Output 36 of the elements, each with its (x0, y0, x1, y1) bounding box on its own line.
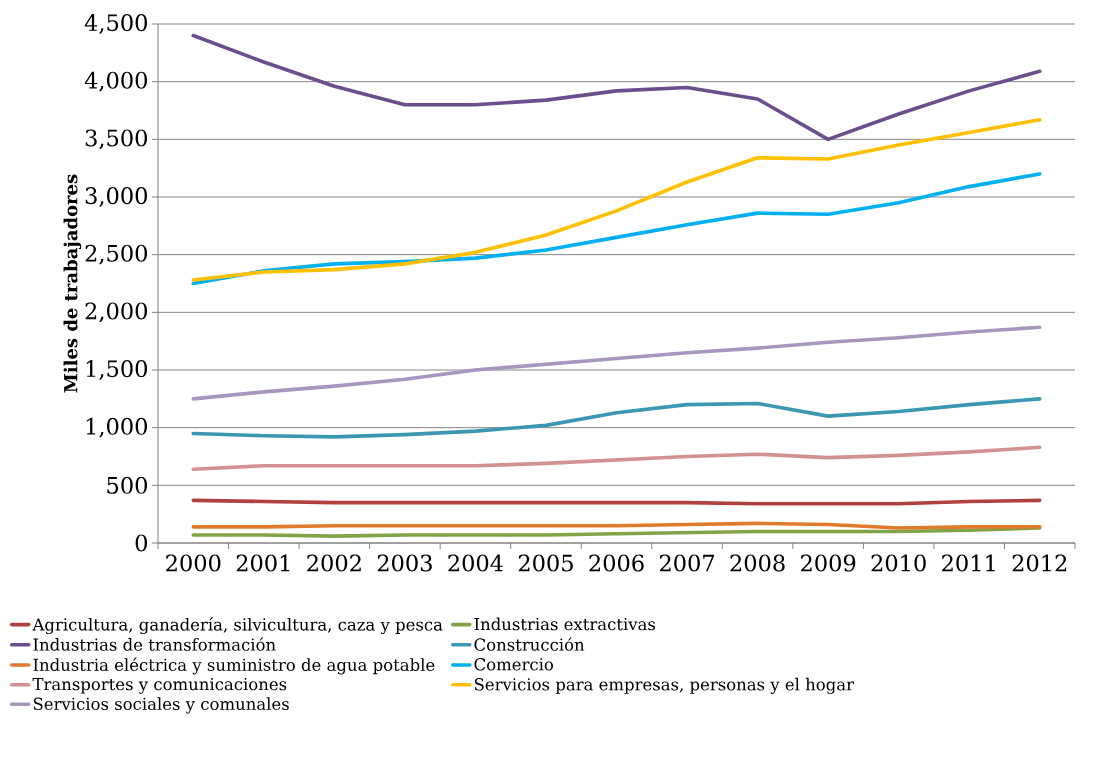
x-tick-label: 2001 (236, 554, 290, 572)
x-tick-label: 2005 (518, 554, 573, 572)
x-tick-label: 2004 (448, 554, 503, 572)
line-series (191, 117, 1042, 282)
x-tick-label: 2009 (801, 554, 856, 572)
legend-label: Industrias extractivas (474, 617, 656, 631)
y-tick-label: 2,000 (85, 302, 147, 323)
legend-label: Agricultura, ganadería, silvicultura, caza y pesca (32, 617, 443, 635)
y-tick-label: 3,500 (85, 129, 147, 150)
y-tick-label: 1,000 (86, 417, 147, 438)
x-tick-label: 2010 (871, 554, 926, 572)
x-tick-label: 2003 (377, 554, 432, 572)
legend-label: Servicios para empresas, personas y el hogar (474, 677, 854, 694)
legend-label: Construcción (474, 637, 585, 651)
y-tick-label: 1,500 (86, 360, 147, 380)
legend-label: Industrias de transformación (33, 637, 276, 651)
legend-label: Transportes y comunicaciones (32, 677, 287, 694)
y-tick-label: 4,000 (84, 71, 147, 92)
x-tick-label: 2006 (589, 554, 644, 572)
y-tick-label: 500 (107, 476, 147, 494)
line-series (191, 397, 1042, 439)
legend-label: Industria eléctrica y suministro de agua potable (33, 657, 435, 675)
x-tick-label: 2011 (942, 554, 995, 572)
x-tick-label: 2012 (1012, 554, 1067, 572)
y-tick-label: 4,500 (84, 14, 147, 34)
y-tick-label: 2,500 (85, 244, 147, 265)
legend-label: Servicios sociales y comunales (33, 697, 289, 714)
y-tick-label: 0 (135, 534, 147, 552)
y-axis-title: Miles de trabajadores (63, 174, 82, 393)
x-tick-label: 2008 (730, 554, 785, 572)
x-tick-label: 2000 (166, 554, 221, 572)
y-tick-label: 3,000 (85, 187, 147, 207)
x-tick-label: 2007 (659, 554, 715, 572)
x-tick-label: 2002 (307, 554, 361, 572)
line-series (191, 33, 1042, 142)
legend-label: Comercio (474, 658, 554, 671)
